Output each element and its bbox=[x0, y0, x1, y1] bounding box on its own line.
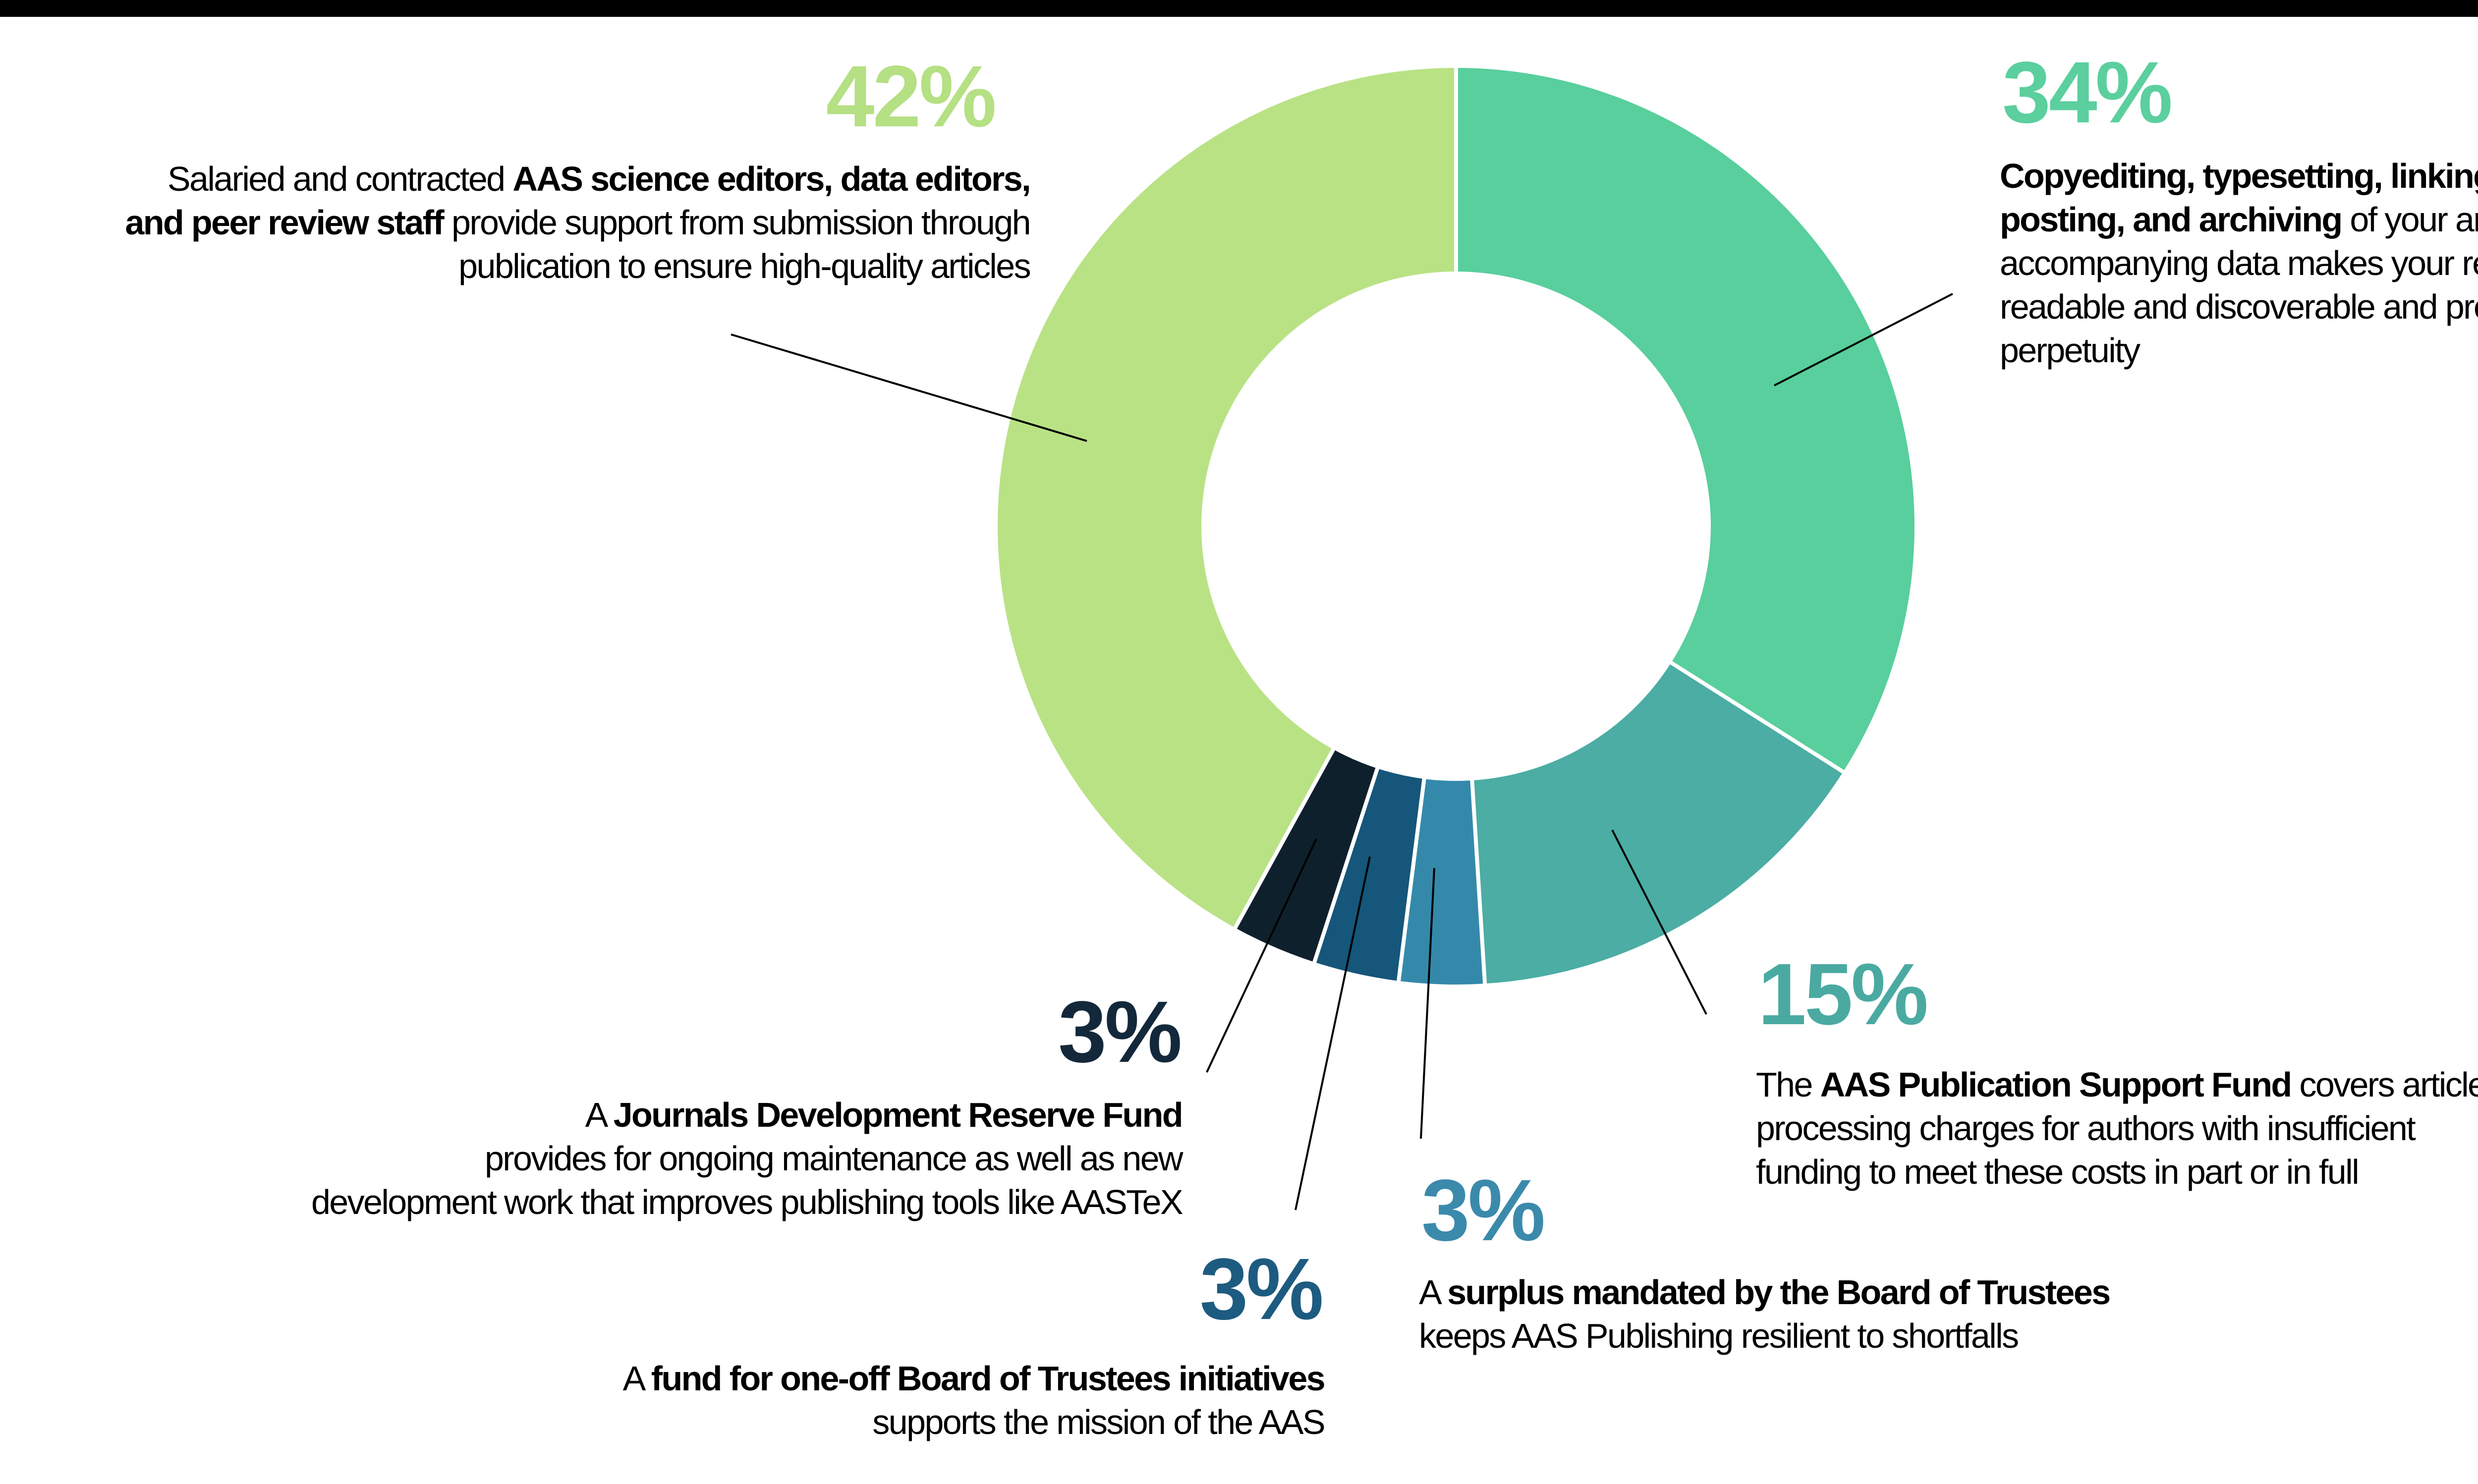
callout-line: perpetuity bbox=[2000, 331, 2140, 370]
percent-label-surplus: 3% bbox=[1421, 1162, 1545, 1259]
callout-text-support-fund: The AAS Publication Support Fund covers … bbox=[1756, 1063, 2478, 1194]
callout-line: posting, and archiving of your article a… bbox=[2000, 200, 2478, 239]
callout-line: Salaried and contracted AAS science edit… bbox=[167, 160, 1031, 198]
slice-separator bbox=[1233, 747, 1336, 930]
top-bar bbox=[0, 0, 2478, 17]
slice-separator bbox=[1669, 660, 1845, 774]
slice-separator bbox=[1396, 777, 1426, 983]
callout-line: accompanying data makes your research mo… bbox=[2000, 244, 2478, 282]
callout-line: and peer review staff provide support fr… bbox=[125, 203, 1031, 242]
callout-line: provides for ongoing maintenance as well… bbox=[484, 1139, 1183, 1178]
callout-line: development work that improves publishin… bbox=[311, 1183, 1183, 1221]
donut-slice-editors bbox=[998, 68, 1456, 928]
percent-label-bot-fund: 3% bbox=[1199, 1241, 1324, 1338]
callout-line: supports the mission of the AAS bbox=[872, 1403, 1325, 1441]
callout-line: processing charges for authors with insu… bbox=[1756, 1109, 2416, 1148]
leader-line-editors bbox=[731, 333, 1087, 442]
percent-label-reserve-fund: 3% bbox=[1058, 984, 1182, 1081]
callout-text-bot-fund: A fund for one-off Board of Trustees ini… bbox=[622, 1357, 1326, 1444]
percent-label-production: 34% bbox=[2002, 44, 2173, 141]
donut-slice-reserve-fund bbox=[1235, 749, 1378, 962]
callout-line: funding to meet these costs in part or i… bbox=[1756, 1153, 2360, 1191]
slice-separator bbox=[1470, 779, 1487, 985]
leader-line-support-fund bbox=[1611, 829, 1707, 1015]
callout-text-surplus: A surplus mandated by the Board of Trust… bbox=[1419, 1270, 2111, 1358]
percent-label-support-fund: 15% bbox=[1758, 946, 1928, 1043]
percent-label-editors: 42% bbox=[826, 48, 997, 145]
callout-line: publication to ensure high-quality artic… bbox=[458, 247, 1031, 285]
callout-text-production: Copyediting, typesetting, linking and ta… bbox=[2000, 154, 2478, 372]
callout-line: The AAS Publication Support Fund covers … bbox=[1756, 1065, 2478, 1104]
leader-line-surplus bbox=[1420, 868, 1435, 1139]
leader-line-reserve-fund bbox=[1206, 838, 1317, 1073]
callout-line: A Journals Development Reserve Fund bbox=[585, 1096, 1183, 1134]
donut-slice-production bbox=[1456, 68, 1915, 772]
callout-line: Copyediting, typesetting, linking and ta… bbox=[2000, 157, 2478, 195]
slice-separator bbox=[1312, 767, 1380, 964]
callout-line: keeps AAS Publishing resilient to shortf… bbox=[1419, 1317, 2019, 1355]
callout-line: A fund for one-off Board of Trustees ini… bbox=[622, 1359, 1326, 1398]
donut-slice-bot-fund bbox=[1314, 768, 1424, 981]
callout-line: A surplus mandated by the Board of Trust… bbox=[1419, 1273, 2111, 1312]
donut-slice-support-fund bbox=[1472, 662, 1844, 984]
leader-line-production bbox=[1774, 293, 1953, 386]
callout-line: readable and discoverable and preserves … bbox=[2000, 287, 2478, 326]
callout-text-reserve-fund: A Journals Development Reserve Fund provi… bbox=[311, 1093, 1183, 1224]
donut-slice-surplus bbox=[1399, 778, 1485, 985]
callout-text-editors: Salaried and contracted AAS science edit… bbox=[125, 157, 1031, 288]
leader-line-bot-fund bbox=[1295, 856, 1371, 1210]
